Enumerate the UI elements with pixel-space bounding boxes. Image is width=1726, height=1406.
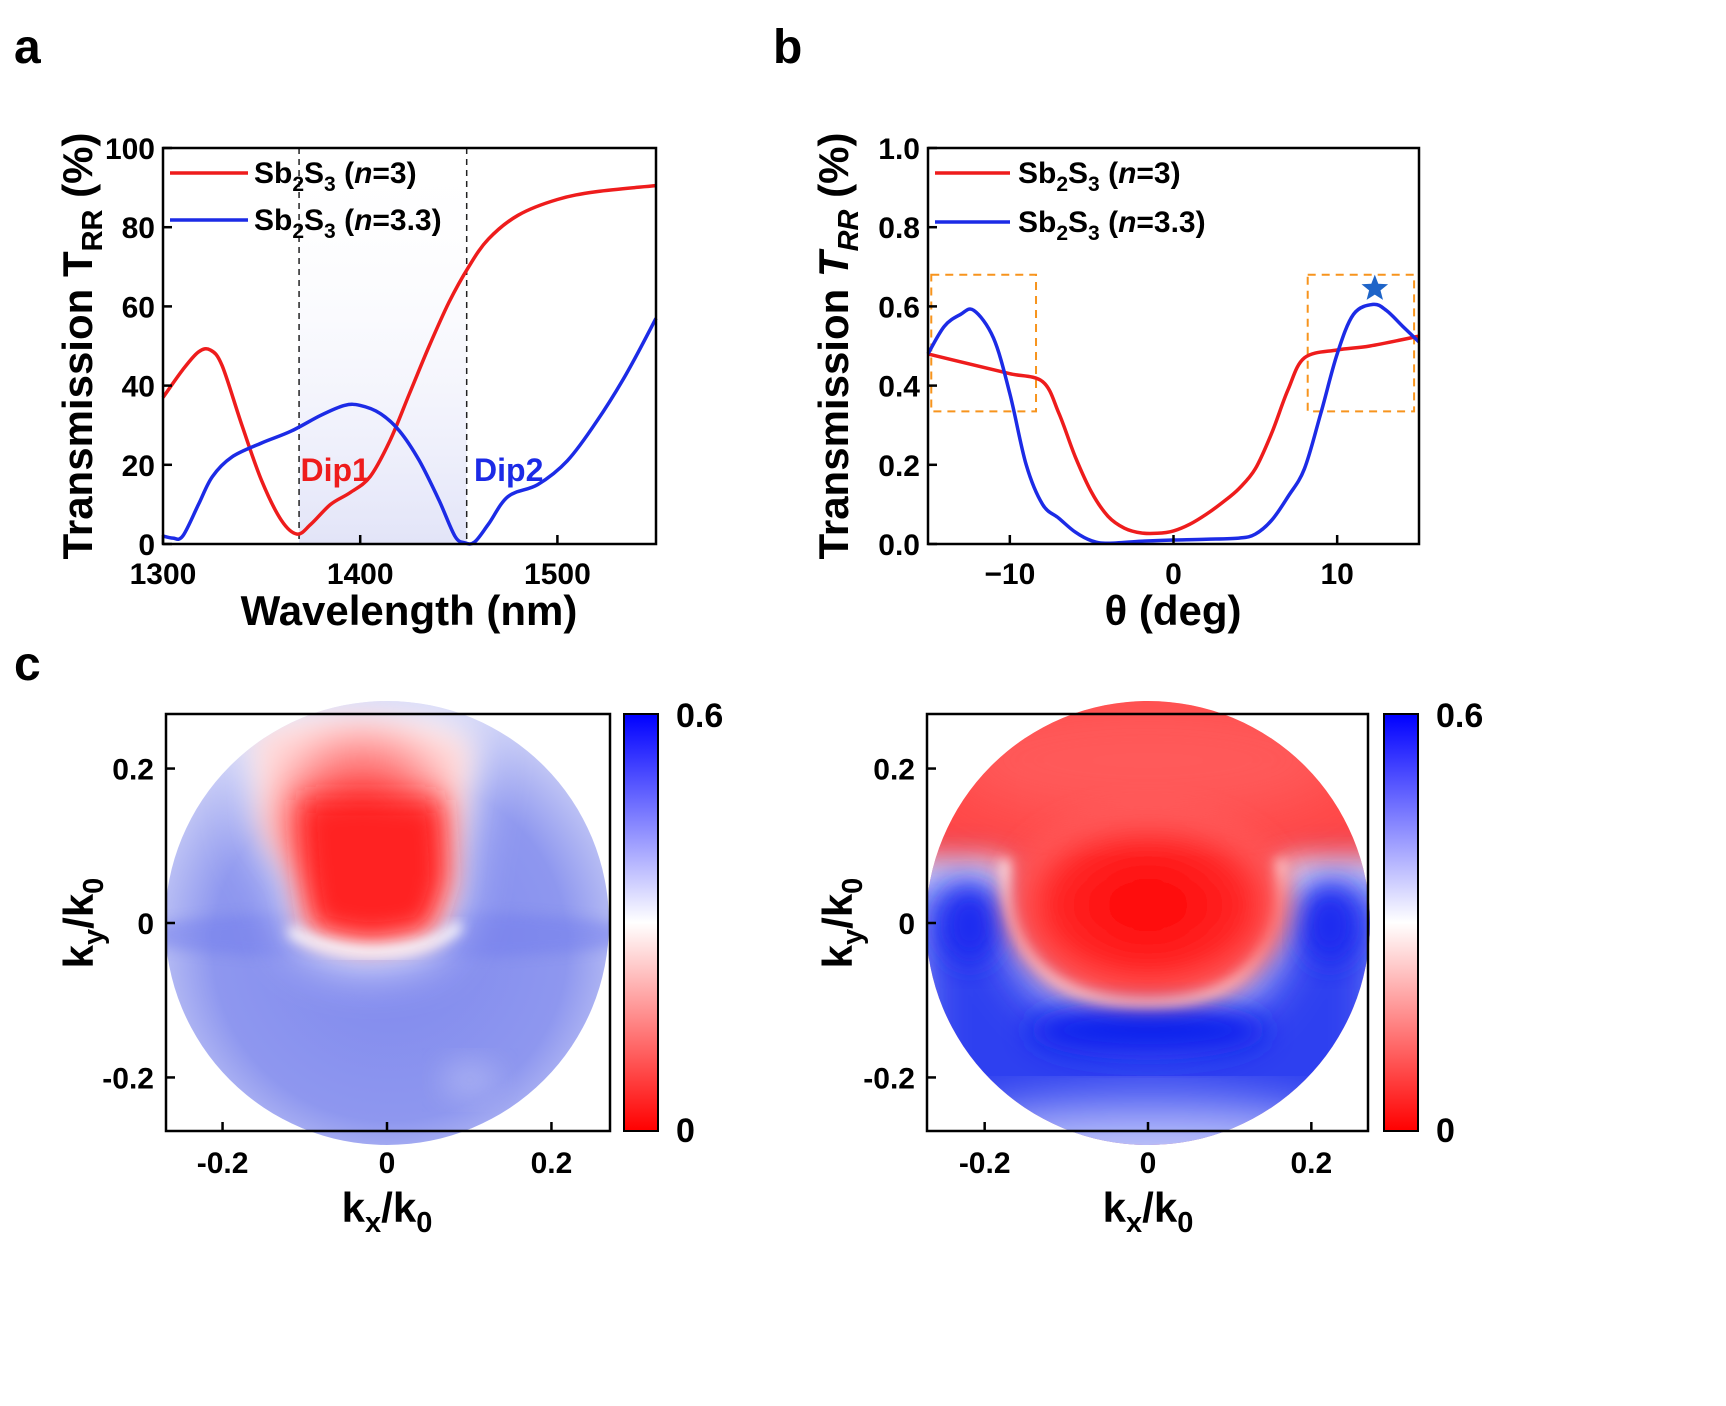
series-line-1	[162, 317, 658, 546]
series-line-1	[926, 302, 1421, 545]
y-tick-label: 0	[137, 908, 154, 941]
colorbar-max-label: 0.6	[1436, 697, 1483, 735]
x-tick-label: 0.2	[531, 1147, 573, 1180]
heatmap-right	[926, 701, 1370, 1145]
panel-a: 1300 1400 1500 0 20 40 60 80 100 Sb2S3 (n=3) Sb2…	[54, 133, 658, 634]
y-tick-label: 80	[122, 212, 155, 245]
y-axis-title: Transmission TRR (%)	[810, 133, 865, 560]
star-marker	[1361, 274, 1389, 300]
colorbar-min-label: 0	[676, 1112, 695, 1150]
x-axis-title: kx/k0	[1103, 1184, 1194, 1239]
y-tick-label: 0	[898, 908, 915, 941]
panel-b-label: b	[773, 21, 802, 74]
colorbar	[623, 713, 659, 1132]
panel-c-right-map: -0.2 0 0.2 -0.2 0 0.2 0.6 0 kx/k0 ky/k0	[814, 697, 1483, 1239]
x-tick-label: 0	[1165, 558, 1182, 591]
annotation-dip2: Dip2	[474, 452, 543, 488]
x-tick-label: -0.2	[197, 1147, 249, 1180]
colorbar-max-label: 0.6	[676, 697, 723, 735]
y-axis-title: ky/k0	[814, 878, 869, 969]
y-tick-label: 0.0	[878, 529, 920, 562]
x-tick-label: 1500	[524, 558, 591, 591]
colorbar	[1383, 713, 1419, 1132]
y-tick-label: 0.4	[878, 371, 920, 404]
x-tick-label: 0	[379, 1147, 396, 1180]
colorbar-min-label: 0	[1436, 1112, 1455, 1150]
x-axis-title: Wavelength (nm)	[241, 587, 578, 634]
legend-label-n3: Sb2S3 (n=3)	[1018, 157, 1181, 196]
x-tick-label: 0	[1140, 1147, 1157, 1180]
y-tick-label: 1.0	[878, 133, 920, 166]
y-tick-label: 20	[122, 450, 155, 483]
legend-label-n3: Sb2S3 (n=3)	[254, 157, 417, 196]
y-tick-label: -0.2	[863, 1062, 915, 1095]
annotation-dip1: Dip1	[300, 452, 369, 488]
highlight-box-right	[1306, 273, 1416, 413]
y-tick-label: 0.2	[873, 754, 915, 787]
y-tick-label: 0.6	[878, 291, 920, 324]
x-tick-label: 1400	[327, 558, 394, 591]
y-tick-label: 0.2	[878, 450, 920, 483]
panel-b: −10 0 10 0.0 0.2 0.4 0.6 0.8 1.0 Sb2S3 (n=3) Sb2…	[810, 133, 1421, 634]
x-tick-label: 0.2	[1290, 1147, 1332, 1180]
x-tick-label: 1300	[130, 558, 197, 591]
y-tick-label: -0.2	[102, 1062, 154, 1095]
x-tick-label: -0.2	[959, 1147, 1011, 1180]
plot-frame	[161, 146, 658, 546]
band-shading	[299, 148, 467, 544]
heatmap-left	[165, 701, 609, 1145]
x-tick-label: 10	[1320, 558, 1353, 591]
y-tick-label: 40	[122, 371, 155, 404]
x-axis-title: θ (deg)	[1104, 587, 1241, 634]
panel-c-left-map: -0.2 0 0.2 -0.2 0 0.2 0.6 0 kx/k0 ky/k0	[55, 697, 723, 1239]
y-tick-label: 0	[138, 529, 155, 562]
series-line-0	[927, 334, 1420, 536]
legend-label-n33: Sb2S3 (n=3.3)	[254, 204, 442, 243]
y-tick-label: 60	[122, 291, 155, 324]
x-axis-title: kx/k0	[342, 1184, 433, 1239]
series-line-0	[161, 183, 657, 536]
y-tick-label: 0.8	[878, 212, 920, 245]
y-axis-title: ky/k0	[55, 878, 110, 969]
legend-label-n33: Sb2S3 (n=3.3)	[1018, 206, 1206, 245]
highlight-box-left	[930, 273, 1038, 413]
panel-a-label: a	[14, 21, 41, 74]
y-axis-title: Transmission TRR (%)	[54, 133, 109, 560]
panel-c-label: c	[14, 638, 41, 691]
x-tick-label: −10	[984, 558, 1035, 591]
y-tick-label: 0.2	[112, 754, 154, 787]
y-tick-label: 100	[105, 133, 155, 166]
